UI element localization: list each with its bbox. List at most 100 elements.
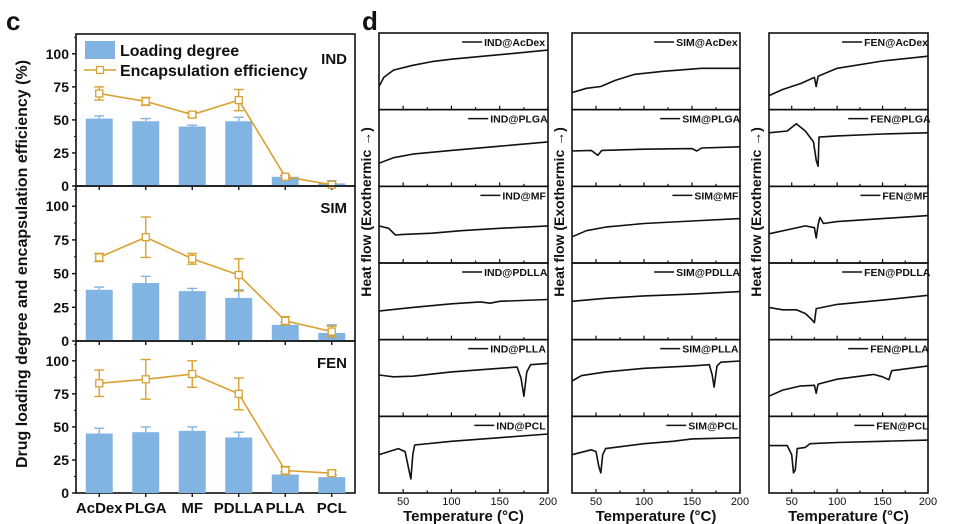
dsc-legend-label: FEN@PDLLA (864, 267, 931, 279)
dsc-subplot: FEN@PLGA (768, 108, 931, 188)
dsc-curve (571, 67, 740, 94)
x-tick-label: 100 (635, 496, 653, 508)
line-marker (141, 233, 150, 242)
plot-frame (75, 340, 356, 494)
line-marker (234, 389, 243, 399)
dsc-curve (378, 298, 549, 312)
dsc-legend-label: IND@PDLLA (484, 267, 548, 279)
y-axis-label: Drug loading degree and encapsulation ef… (14, 60, 31, 468)
dsc-curve (769, 439, 929, 474)
bar-loading-degree (178, 291, 206, 341)
line-marker (234, 95, 243, 105)
dsc-curve (571, 290, 741, 303)
y-tick-label: 50 (53, 266, 69, 282)
line-marker (95, 89, 104, 98)
x-tick-label: 200 (539, 496, 557, 508)
line-marker (327, 469, 336, 478)
dsc-subplot: SIM@MF (571, 185, 741, 264)
y-tick-label: 75 (53, 79, 69, 95)
y-tick-label: 50 (53, 419, 69, 435)
dsc-legend-label: FEN@MF (882, 190, 929, 202)
panel-c-letter: c (6, 6, 20, 36)
line-marker (141, 375, 150, 384)
line-encapsulation-efficiency (98, 236, 332, 333)
dsc-curve (571, 217, 741, 238)
dsc-subplot: IND@MF (378, 185, 549, 264)
dsc-legend-label: SIM@PCL (688, 420, 738, 432)
dsc-legend-label: FEN@PLLA (870, 344, 929, 356)
x-tick-label: 150 (873, 496, 891, 508)
dsc-subplot: SIM@PLLA (571, 338, 741, 418)
x-tick-label: 150 (683, 496, 701, 508)
y-tick-label: 0 (61, 333, 69, 349)
subplot-label: SIM (320, 200, 347, 217)
dsc-legend-label: IND@AcDex (484, 37, 545, 49)
bar-loading-degree (225, 297, 253, 341)
line-marker (95, 379, 104, 388)
bar-loading-degree (271, 176, 299, 186)
dsc-curve (378, 225, 549, 236)
legend-label-loading-degree: Loading degree (120, 43, 239, 60)
x-tick-label: 100 (442, 496, 460, 508)
y-tick-label: 50 (53, 112, 69, 128)
bar-loading-degree (132, 121, 160, 186)
y-axis-label: Heat flow (Exothermic →) (358, 127, 374, 297)
x-category-label: PDLLA (214, 500, 264, 517)
dsc-legend-label: IND@PLLA (490, 344, 546, 356)
legend-label-encapsulation-efficiency: Encapsulation efficiency (120, 63, 308, 80)
dsc-legend-label: IND@PCL (496, 420, 546, 432)
y-tick-label: 100 (46, 46, 70, 62)
y-tick-label: 0 (61, 178, 69, 194)
dsc-subplot: IND@PDLLA (378, 262, 549, 341)
dsc-curve (768, 214, 929, 239)
y-tick-label: 0 (61, 485, 69, 501)
plot-frame (75, 185, 356, 342)
line-marker (188, 254, 197, 263)
dsc-subplot: SIM@PCL (571, 415, 741, 494)
y-tick-label: 25 (53, 145, 69, 161)
line-marker (327, 180, 336, 189)
dsc-frame (768, 415, 929, 494)
line-marker (141, 97, 150, 106)
bar-loading-degree (132, 432, 160, 493)
bar-loading-degree (85, 433, 113, 493)
bar-loading-degree (85, 289, 113, 341)
dsc-subplot: SIM@PDLLA (571, 262, 741, 341)
dsc-curve (378, 362, 549, 398)
bar-loading-degree (85, 118, 113, 186)
line-encapsulation-efficiency (99, 373, 332, 474)
dsc-subplot: FEN@MF (768, 185, 929, 264)
x-tick-label: 200 (919, 496, 937, 508)
dsc-subplot: FEN@PDLLA (768, 262, 931, 341)
x-category-label: PCL (317, 500, 347, 517)
line-marker (188, 369, 197, 379)
bar-loading-degree (132, 283, 160, 341)
legend-swatch-bar (85, 41, 115, 59)
y-tick-label: 100 (46, 198, 70, 214)
dsc-column-fen: FEN@AcDex FEN@PLGA FEN@MF FEN@PDLLA FEN@PLLA… (748, 32, 937, 524)
x-category-label: AcDex (76, 500, 123, 517)
y-axis-label: Heat flow (Exothermic →) (551, 127, 567, 297)
dsc-legend-label: SIM@PLLA (682, 344, 739, 356)
subplot-label: IND (321, 51, 347, 68)
dsc-curve (378, 433, 549, 480)
subplot-ind: 0 25 50 75 100 IND (46, 33, 356, 194)
dsc-legend-label: SIM@MF (694, 190, 739, 202)
panel-d-dsc-curves: IND@AcDex IND@PLGA IND@MF IND@PDLLA IND@PLLA… (358, 32, 937, 524)
line-marker (188, 110, 197, 119)
bar-loading-degree (271, 324, 299, 341)
x-tick-label: 100 (828, 496, 846, 508)
dsc-legend-label: FEN@PCL (876, 420, 929, 432)
x-category-label: MF (181, 500, 203, 517)
y-tick-label: 25 (53, 299, 69, 315)
line-marker (95, 253, 104, 262)
dsc-curve (768, 365, 929, 397)
subplot-sim: 0 25 50 75 100 SIM (46, 185, 356, 349)
dsc-subplot: FEN@PLLA (768, 338, 929, 418)
x-axis-label: Temperature (°C) (403, 508, 524, 524)
dsc-subplot: IND@PLGA (378, 108, 549, 188)
bar-loading-degree (178, 430, 206, 493)
y-tick-label: 75 (53, 386, 69, 402)
dsc-curve (378, 49, 549, 87)
x-category-label: PLGA (125, 500, 167, 517)
